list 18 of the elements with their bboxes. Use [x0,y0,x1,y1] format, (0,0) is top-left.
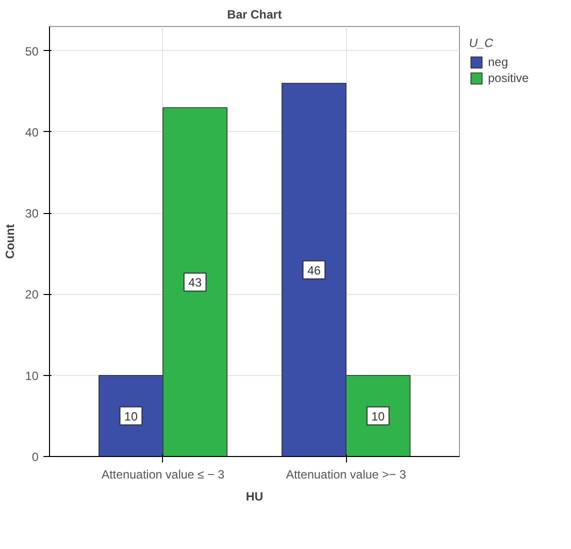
legend-title: U_C [469,36,494,50]
y-tick-label: 50 [25,44,39,58]
y-tick-label: 20 [25,288,39,302]
legend-label: neg [488,55,508,69]
x-tick-label: Attenuation value ≤ − 3 [101,468,225,482]
y-tick-label: 0 [32,450,39,464]
chart-title: Bar Chart [227,8,282,22]
legend-label: positive [488,71,529,85]
data-label: 10 [371,409,386,424]
y-tick-label: 10 [25,368,39,383]
x-tick-label: Attenuation value >− 3 [286,468,406,482]
y-tick-label: 40 [25,125,39,140]
data-label: 43 [188,276,202,290]
y-axis-title: Count [3,224,18,259]
y-tick-label: 30 [25,206,39,221]
data-label: 46 [307,263,321,278]
data-label: 10 [124,409,138,424]
x-axis-title: HU [246,490,264,504]
